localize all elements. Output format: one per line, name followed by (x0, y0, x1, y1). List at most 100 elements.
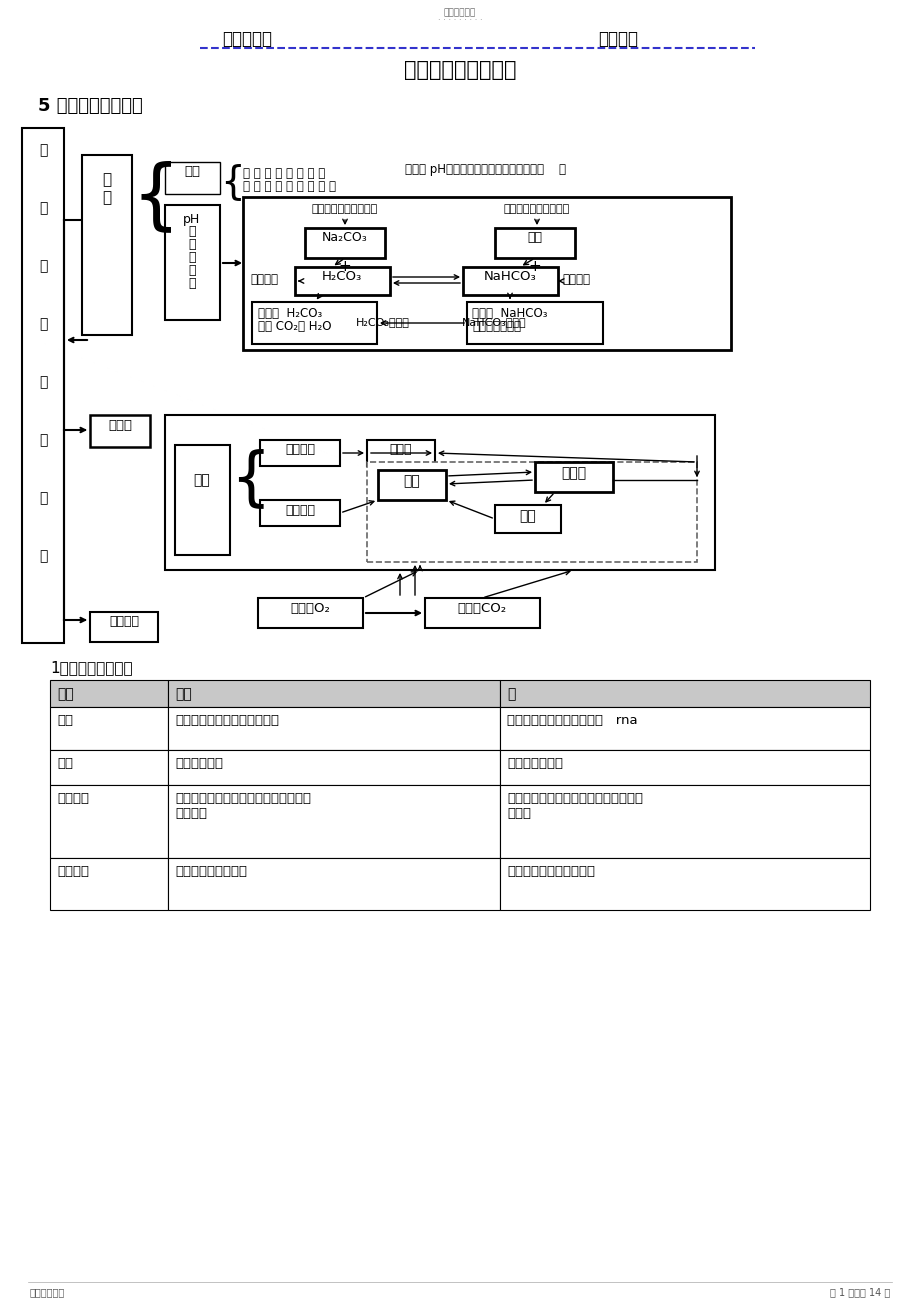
Bar (50, 708, 168, 751)
Text: 与: 与 (39, 317, 47, 331)
Text: {: { (131, 160, 180, 235)
Bar (425, 598, 539, 628)
Text: 定: 定 (188, 278, 196, 291)
Text: 项目: 项目 (57, 687, 74, 701)
Text: NaHCO₃: NaHCO₃ (483, 270, 536, 283)
Text: 欢迎下载: 欢迎下载 (597, 30, 637, 48)
Text: 概念: 概念 (184, 165, 199, 179)
Text: 随血液循环到相应的组织器官，调节其
生理过程: 随血液循环到相应的组织器官，调节其 生理过程 (175, 792, 311, 820)
Bar (22, 128, 64, 642)
Text: +: + (338, 259, 351, 274)
Bar (90, 414, 150, 447)
Bar (165, 414, 714, 569)
Text: 1．激素和酶的比较: 1．激素和酶的比较 (50, 661, 132, 675)
Text: 对: 对 (188, 251, 196, 265)
Text: 精选学习资料: 精选学习资料 (443, 8, 476, 17)
Text: 稳: 稳 (102, 172, 111, 188)
Bar (165, 162, 220, 194)
Text: 交: 交 (39, 491, 47, 506)
Text: 乳酸: 乳酸 (527, 231, 542, 244)
Bar (467, 302, 602, 344)
Text: 淋巴: 淋巴 (519, 509, 536, 523)
Text: 酶: 酶 (506, 687, 515, 701)
Text: 细胞液: 细胞液 (390, 443, 412, 456)
Bar (168, 751, 499, 784)
Text: 缓冲物质: 缓冲物质 (250, 274, 278, 285)
Text: 作用条件: 作用条件 (57, 865, 89, 878)
Text: 激素: 激素 (175, 687, 191, 701)
Bar (252, 302, 377, 344)
Bar (50, 751, 168, 784)
Bar (367, 440, 435, 466)
Bar (50, 857, 168, 909)
Text: 内环境: 内环境 (108, 420, 131, 433)
Text: 境: 境 (39, 259, 47, 274)
Bar (295, 267, 390, 294)
Text: 名称归纳总结: 名称归纳总结 (30, 1287, 65, 1296)
Text: 物质交换: 物质交换 (108, 615, 139, 628)
Bar (243, 197, 731, 351)
Text: 在细胞内或分泌到细胞外催化特定的化
学反应: 在细胞内或分泌到细胞外催化特定的化 学反应 (506, 792, 642, 820)
Bar (168, 680, 499, 708)
Text: 受温度、酸碱度等的影响: 受温度、酸碱度等的影响 (506, 865, 595, 878)
Bar (378, 470, 446, 500)
Text: 血浆中碱性物质增多时: 血浆中碱性物质增多时 (312, 205, 378, 214)
Text: 养料、O₂: 养料、O₂ (289, 602, 330, 615)
Bar (257, 598, 363, 628)
Text: 蛋白质，脂质和氨基酸衍生物: 蛋白质，脂质和氨基酸衍生物 (175, 714, 278, 727)
Bar (175, 446, 230, 555)
Bar (168, 857, 499, 909)
Text: 细胞外液: 细胞外液 (285, 504, 314, 517)
Text: 内: 内 (39, 143, 47, 156)
Text: 环: 环 (39, 201, 47, 215)
Bar (367, 463, 697, 562)
Text: 细胞内液: 细胞内液 (285, 443, 314, 456)
Bar (168, 708, 499, 751)
Text: 多余的  H₂CO₃: 多余的 H₂CO₃ (257, 308, 322, 321)
Bar (260, 440, 340, 466)
Bar (82, 155, 131, 335)
Bar (462, 267, 558, 294)
Text: 保 持 相 对 稳 定 的 状 态: 保 持 相 对 稳 定 的 状 态 (243, 180, 335, 193)
Text: 物: 物 (39, 375, 47, 390)
Text: 5 内环境与物质交换: 5 内环境与物质交换 (38, 96, 142, 115)
Bar (494, 228, 574, 258)
Text: 态: 态 (102, 190, 111, 205)
Text: 内分泌腺细胞: 内分泌腺细胞 (175, 757, 222, 770)
Text: 必修三知识表格总结: 必修三知识表格总结 (403, 60, 516, 79)
Text: （包括 pH、参透压、温度、血糖浓度等等    ）: （包括 pH、参透压、温度、血糖浓度等等 ） (404, 163, 565, 176)
Text: 第 1 页，共 14 页: 第 1 页，共 14 页 (829, 1287, 889, 1296)
Text: 组织液: 组织液 (561, 466, 586, 480)
Text: 与神经系统密切关系: 与神经系统密切关系 (175, 865, 246, 878)
Text: {: { (230, 448, 270, 509)
Text: 质: 质 (39, 433, 47, 447)
Bar (535, 463, 612, 493)
Bar (260, 500, 340, 526)
Text: H₂CO₃增高时: H₂CO₃增高时 (356, 317, 410, 327)
Text: 内 环 境 的 理 化 性 质: 内 环 境 的 理 化 性 质 (243, 167, 325, 180)
Text: 生成 CO₂和 H₂O: 生成 CO₂和 H₂O (257, 321, 331, 334)
Text: 废物、CO₂: 废物、CO₂ (457, 602, 506, 615)
Bar (50, 784, 168, 857)
Text: 相: 相 (188, 238, 196, 251)
Text: 换: 换 (39, 549, 47, 563)
Text: pH: pH (183, 212, 200, 225)
Bar (499, 784, 869, 857)
Bar (499, 857, 869, 909)
Bar (90, 612, 158, 642)
Text: 体液: 体液 (193, 473, 210, 487)
Text: +: + (528, 259, 540, 274)
Text: 多余的  NaHCO₃: 多余的 NaHCO₃ (471, 308, 547, 321)
Text: 学习好资料: 学习好资料 (221, 30, 272, 48)
Bar (305, 228, 384, 258)
Text: 作用部位: 作用部位 (57, 792, 89, 805)
Text: 血浆中酸性物质增多时: 血浆中酸性物质增多时 (504, 205, 570, 214)
Text: 稳: 稳 (188, 265, 196, 278)
Text: 产生: 产生 (57, 757, 73, 770)
Text: · · · · · · · · ·: · · · · · · · · · (437, 16, 482, 25)
Bar (499, 708, 869, 751)
Text: 由肾脏排出体外: 由肾脏排出体外 (471, 321, 520, 334)
Text: 缓冲物质: 缓冲物质 (562, 274, 589, 285)
Text: 性质: 性质 (57, 714, 73, 727)
Text: Na₂CO₃: Na₂CO₃ (322, 231, 368, 244)
